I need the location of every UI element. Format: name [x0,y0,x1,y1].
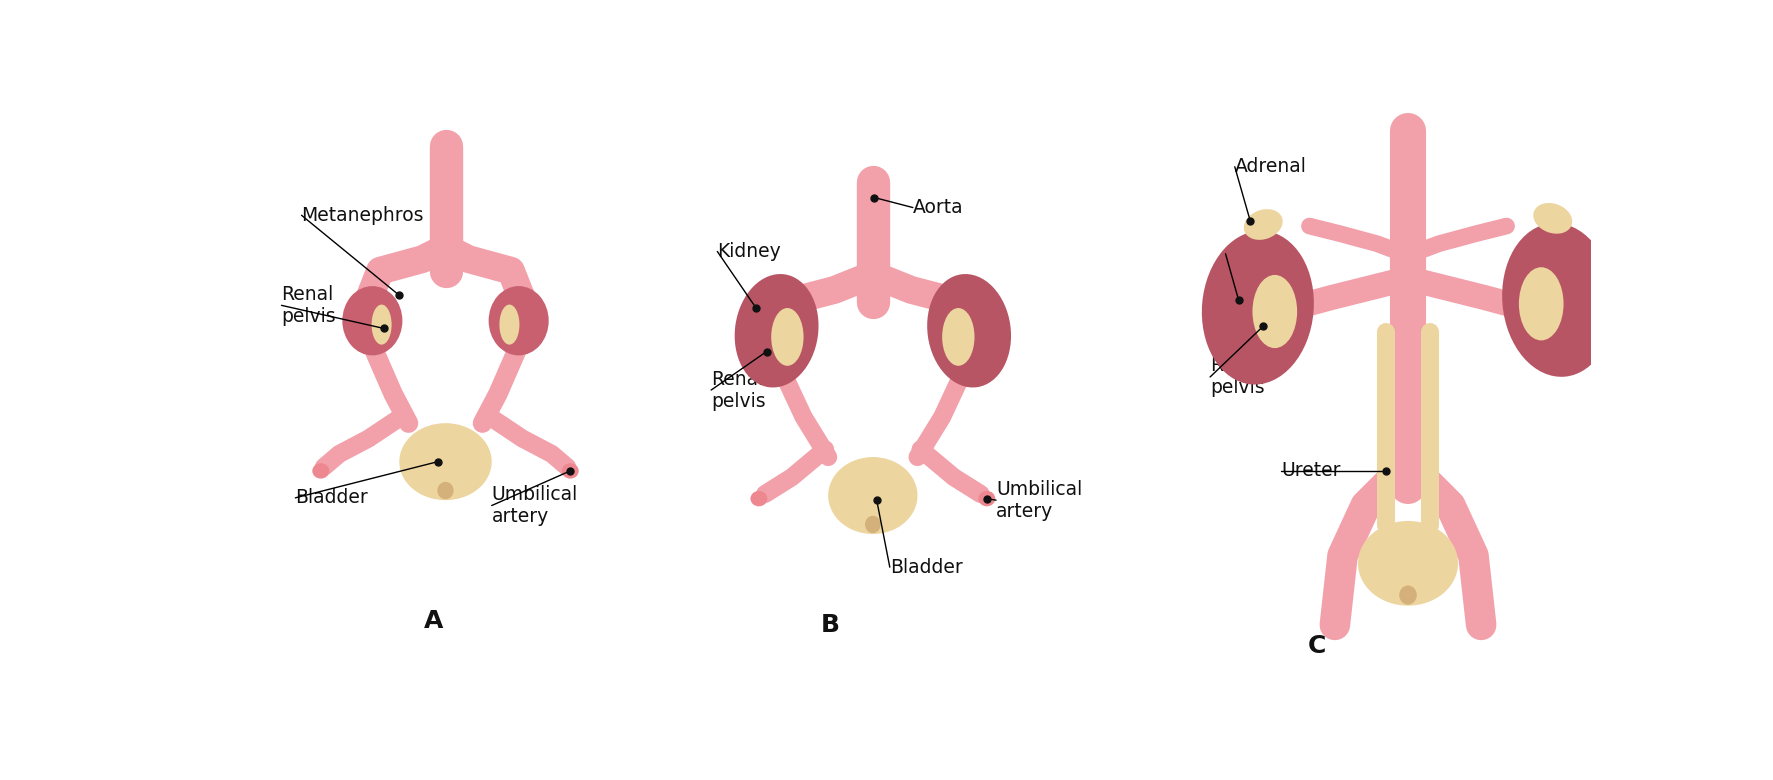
Text: Adrenal: Adrenal [1234,158,1307,176]
Ellipse shape [750,491,768,506]
Ellipse shape [1534,203,1573,234]
Ellipse shape [438,482,454,499]
Text: A: A [424,609,443,633]
Ellipse shape [562,463,578,479]
Ellipse shape [372,304,392,345]
Ellipse shape [927,274,1011,388]
Ellipse shape [941,308,975,366]
Text: Renal
pelvis: Renal pelvis [1211,356,1264,398]
Text: C: C [1308,634,1326,658]
Ellipse shape [979,491,995,506]
Ellipse shape [1202,231,1314,385]
Ellipse shape [489,286,548,356]
Text: Bladder: Bladder [296,488,369,507]
Ellipse shape [312,463,330,479]
Ellipse shape [828,457,917,534]
Ellipse shape [1519,268,1564,340]
Text: Renal
pelvis: Renal pelvis [711,370,766,410]
Text: B: B [821,613,840,637]
Ellipse shape [771,308,803,366]
Text: Metanephros: Metanephros [301,206,424,225]
Ellipse shape [500,304,519,345]
Text: Kidney: Kidney [718,242,782,261]
Ellipse shape [734,274,819,388]
Ellipse shape [342,286,402,356]
Ellipse shape [1252,275,1298,348]
Text: Aorta: Aorta [913,198,963,217]
Text: Kidney: Kidney [1225,244,1289,264]
Ellipse shape [1399,586,1417,604]
Text: Bladder: Bladder [890,558,963,576]
Text: Umbilical
artery: Umbilical artery [491,485,578,526]
Text: Renal
pelvis: Renal pelvis [282,285,337,326]
Ellipse shape [1502,223,1613,377]
Ellipse shape [1358,521,1457,605]
Ellipse shape [1245,209,1282,240]
Text: Umbilical
artery: Umbilical artery [996,480,1082,521]
Text: Ureter: Ureter [1280,462,1340,480]
Ellipse shape [399,424,491,500]
Ellipse shape [865,516,881,533]
